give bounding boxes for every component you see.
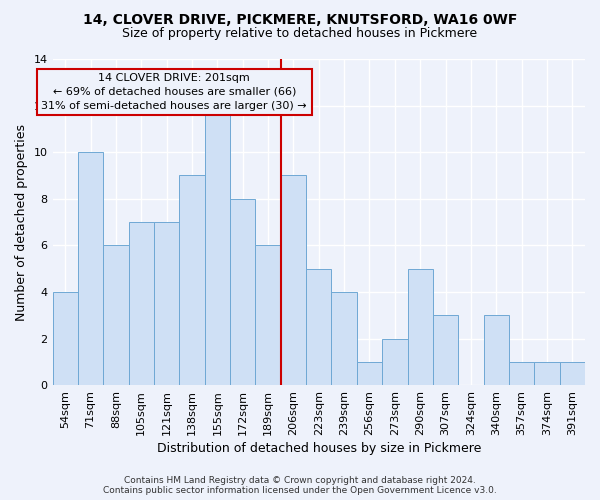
Text: 14, CLOVER DRIVE, PICKMERE, KNUTSFORD, WA16 0WF: 14, CLOVER DRIVE, PICKMERE, KNUTSFORD, W… — [83, 12, 517, 26]
Bar — [331, 292, 357, 385]
Bar — [230, 199, 256, 385]
Bar — [534, 362, 560, 385]
Bar — [103, 246, 128, 385]
Bar — [357, 362, 382, 385]
Bar — [53, 292, 78, 385]
Bar — [179, 176, 205, 385]
X-axis label: Distribution of detached houses by size in Pickmere: Distribution of detached houses by size … — [157, 442, 481, 455]
Bar — [281, 176, 306, 385]
Bar — [154, 222, 179, 385]
Text: Contains HM Land Registry data © Crown copyright and database right 2024.
Contai: Contains HM Land Registry data © Crown c… — [103, 476, 497, 495]
Bar — [382, 338, 407, 385]
Bar — [256, 246, 281, 385]
Bar — [128, 222, 154, 385]
Bar — [484, 316, 509, 385]
Text: Size of property relative to detached houses in Pickmere: Size of property relative to detached ho… — [122, 28, 478, 40]
Bar — [78, 152, 103, 385]
Bar — [306, 268, 331, 385]
Bar — [560, 362, 585, 385]
Bar — [407, 268, 433, 385]
Bar — [205, 106, 230, 385]
Text: 14 CLOVER DRIVE: 201sqm
← 69% of detached houses are smaller (66)
31% of semi-de: 14 CLOVER DRIVE: 201sqm ← 69% of detache… — [41, 73, 307, 111]
Y-axis label: Number of detached properties: Number of detached properties — [15, 124, 28, 320]
Bar — [509, 362, 534, 385]
Bar — [433, 316, 458, 385]
